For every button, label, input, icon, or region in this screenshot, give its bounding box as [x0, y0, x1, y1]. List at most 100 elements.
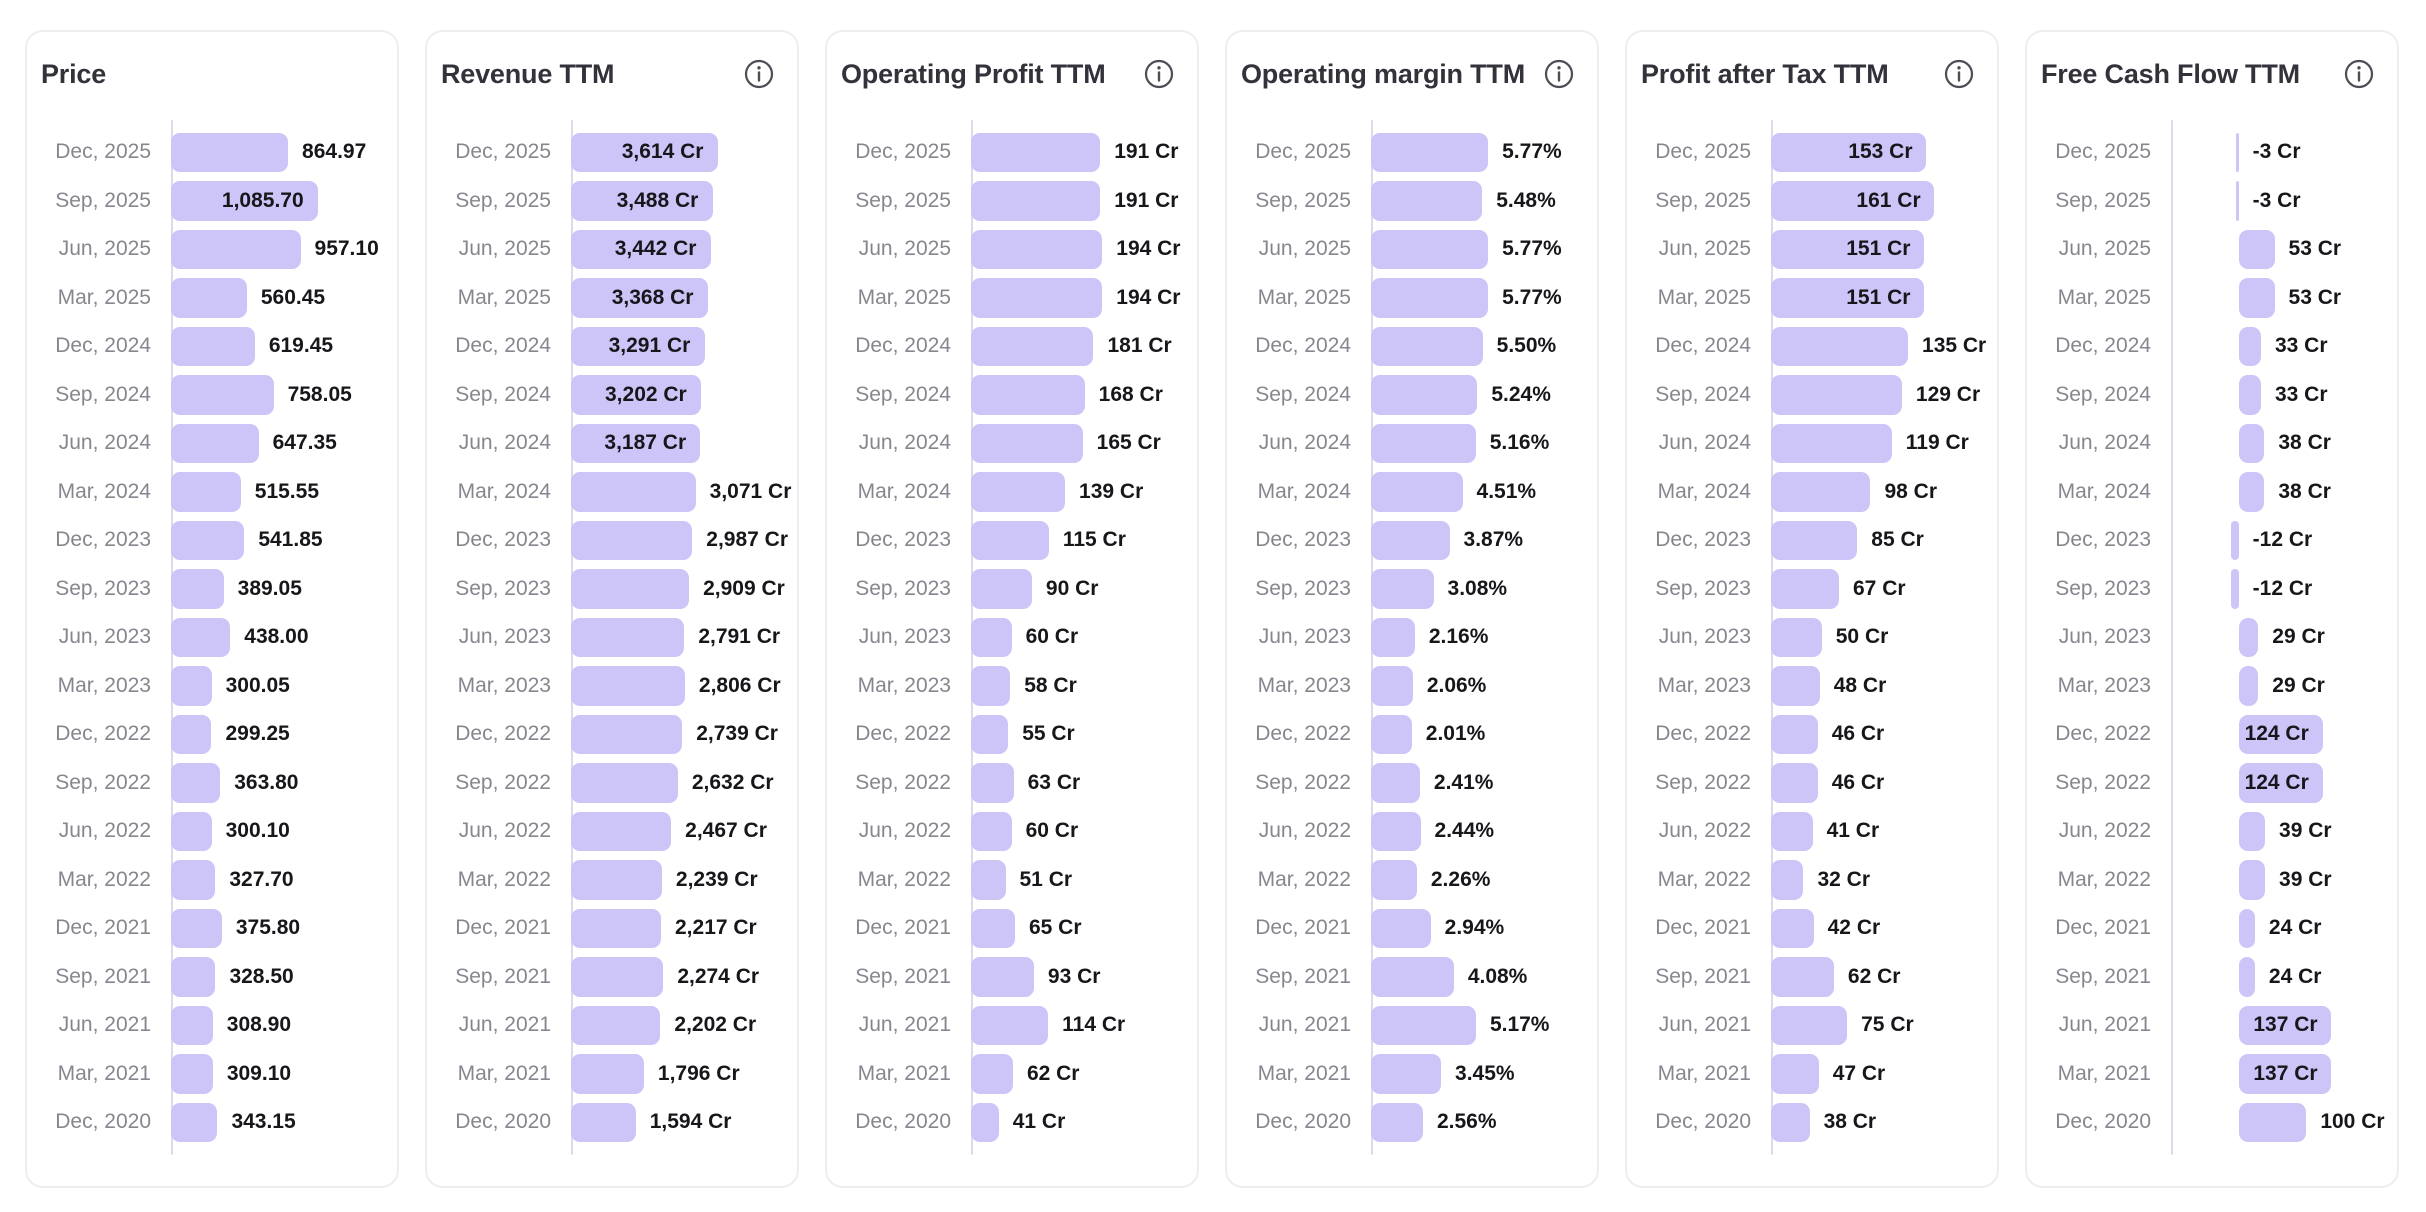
value-bar[interactable] — [971, 666, 1011, 706]
value-bar[interactable] — [971, 375, 1085, 415]
value-bar[interactable] — [1771, 1102, 1810, 1142]
value-bar[interactable] — [971, 957, 1034, 997]
value-bar[interactable] — [2238, 957, 2255, 997]
value-bar[interactable] — [2238, 908, 2255, 948]
value-bar[interactable] — [171, 811, 212, 851]
value-bar[interactable] — [1771, 811, 1813, 851]
value-bar[interactable] — [1371, 957, 1454, 997]
value-bar[interactable] — [1371, 569, 1434, 609]
value-bar[interactable] — [971, 132, 1101, 172]
value-bar[interactable] — [1371, 520, 1450, 560]
value-bar[interactable] — [1771, 569, 1839, 609]
value-bar[interactable] — [971, 520, 1049, 560]
value-bar[interactable] — [171, 278, 247, 318]
value-bar[interactable] — [2235, 181, 2239, 221]
value-bar[interactable] — [971, 908, 1015, 948]
value-bar[interactable] — [1371, 423, 1476, 463]
value-bar[interactable] — [1771, 860, 1804, 900]
value-bar[interactable] — [1771, 132, 1927, 172]
value-bar[interactable] — [571, 472, 696, 512]
value-bar[interactable] — [971, 763, 1014, 803]
value-bar[interactable] — [1371, 229, 1489, 269]
value-bar[interactable] — [2238, 666, 2259, 706]
value-bar[interactable] — [1771, 1005, 1848, 1045]
value-bar[interactable] — [571, 229, 711, 269]
value-bar[interactable] — [971, 860, 1006, 900]
value-bar[interactable] — [971, 326, 1094, 366]
value-bar[interactable] — [1771, 714, 1818, 754]
value-bar[interactable] — [571, 714, 683, 754]
value-bar[interactable] — [1771, 423, 1892, 463]
value-bar[interactable] — [1371, 326, 1483, 366]
value-bar[interactable] — [571, 520, 693, 560]
value-bar[interactable] — [1371, 132, 1489, 172]
value-bar[interactable] — [571, 278, 708, 318]
value-bar[interactable] — [171, 1005, 213, 1045]
value-bar[interactable] — [971, 1102, 999, 1142]
value-bar[interactable] — [971, 472, 1066, 512]
value-bar[interactable] — [571, 666, 685, 706]
value-bar[interactable] — [1371, 714, 1412, 754]
value-bar[interactable] — [1771, 326, 1909, 366]
value-bar[interactable] — [1771, 908, 1814, 948]
value-bar[interactable] — [571, 957, 664, 997]
value-bar[interactable] — [971, 569, 1032, 609]
value-bar[interactable] — [571, 569, 690, 609]
info-icon[interactable] — [2343, 58, 2375, 90]
value-bar[interactable] — [1371, 908, 1431, 948]
value-bar[interactable] — [2238, 763, 2323, 803]
value-bar[interactable] — [171, 326, 255, 366]
value-bar[interactable] — [2238, 811, 2266, 851]
value-bar[interactable] — [2238, 1054, 2332, 1094]
value-bar[interactable] — [971, 617, 1012, 657]
value-bar[interactable] — [171, 132, 289, 172]
value-bar[interactable] — [2238, 423, 2265, 463]
value-bar[interactable] — [2238, 229, 2275, 269]
value-bar[interactable] — [971, 423, 1083, 463]
info-icon[interactable] — [1943, 58, 1975, 90]
value-bar[interactable] — [171, 569, 224, 609]
value-bar[interactable] — [2230, 569, 2239, 609]
value-bar[interactable] — [1371, 617, 1415, 657]
value-bar[interactable] — [171, 1102, 218, 1142]
value-bar[interactable] — [971, 278, 1103, 318]
value-bar[interactable] — [2238, 714, 2323, 754]
value-bar[interactable] — [571, 811, 672, 851]
value-bar[interactable] — [571, 763, 678, 803]
value-bar[interactable] — [1371, 472, 1463, 512]
info-icon[interactable] — [1143, 58, 1175, 90]
value-bar[interactable] — [1371, 763, 1420, 803]
value-bar[interactable] — [971, 229, 1103, 269]
value-bar[interactable] — [1371, 1054, 1442, 1094]
value-bar[interactable] — [1771, 520, 1858, 560]
value-bar[interactable] — [1771, 472, 1871, 512]
value-bar[interactable] — [571, 375, 701, 415]
value-bar[interactable] — [1771, 763, 1818, 803]
value-bar[interactable] — [2238, 860, 2266, 900]
value-bar[interactable] — [1771, 957, 1834, 997]
value-bar[interactable] — [171, 520, 245, 560]
value-bar[interactable] — [1771, 278, 1925, 318]
value-bar[interactable] — [1371, 666, 1413, 706]
value-bar[interactable] — [2238, 472, 2265, 512]
info-icon[interactable] — [1543, 58, 1575, 90]
value-bar[interactable] — [571, 908, 661, 948]
value-bar[interactable] — [171, 617, 231, 657]
value-bar[interactable] — [171, 181, 318, 221]
value-bar[interactable] — [2238, 278, 2275, 318]
value-bar[interactable] — [171, 714, 212, 754]
value-bar[interactable] — [171, 666, 212, 706]
value-bar[interactable] — [171, 229, 301, 269]
value-bar[interactable] — [2238, 1005, 2332, 1045]
value-bar[interactable] — [571, 1102, 636, 1142]
value-bar[interactable] — [571, 132, 718, 172]
value-bar[interactable] — [971, 714, 1009, 754]
value-bar[interactable] — [1771, 666, 1820, 706]
value-bar[interactable] — [1771, 375, 1902, 415]
value-bar[interactable] — [171, 375, 274, 415]
value-bar[interactable] — [1771, 617, 1822, 657]
value-bar[interactable] — [571, 617, 685, 657]
value-bar[interactable] — [971, 181, 1101, 221]
value-bar[interactable] — [1371, 1005, 1476, 1045]
value-bar[interactable] — [2230, 520, 2239, 560]
